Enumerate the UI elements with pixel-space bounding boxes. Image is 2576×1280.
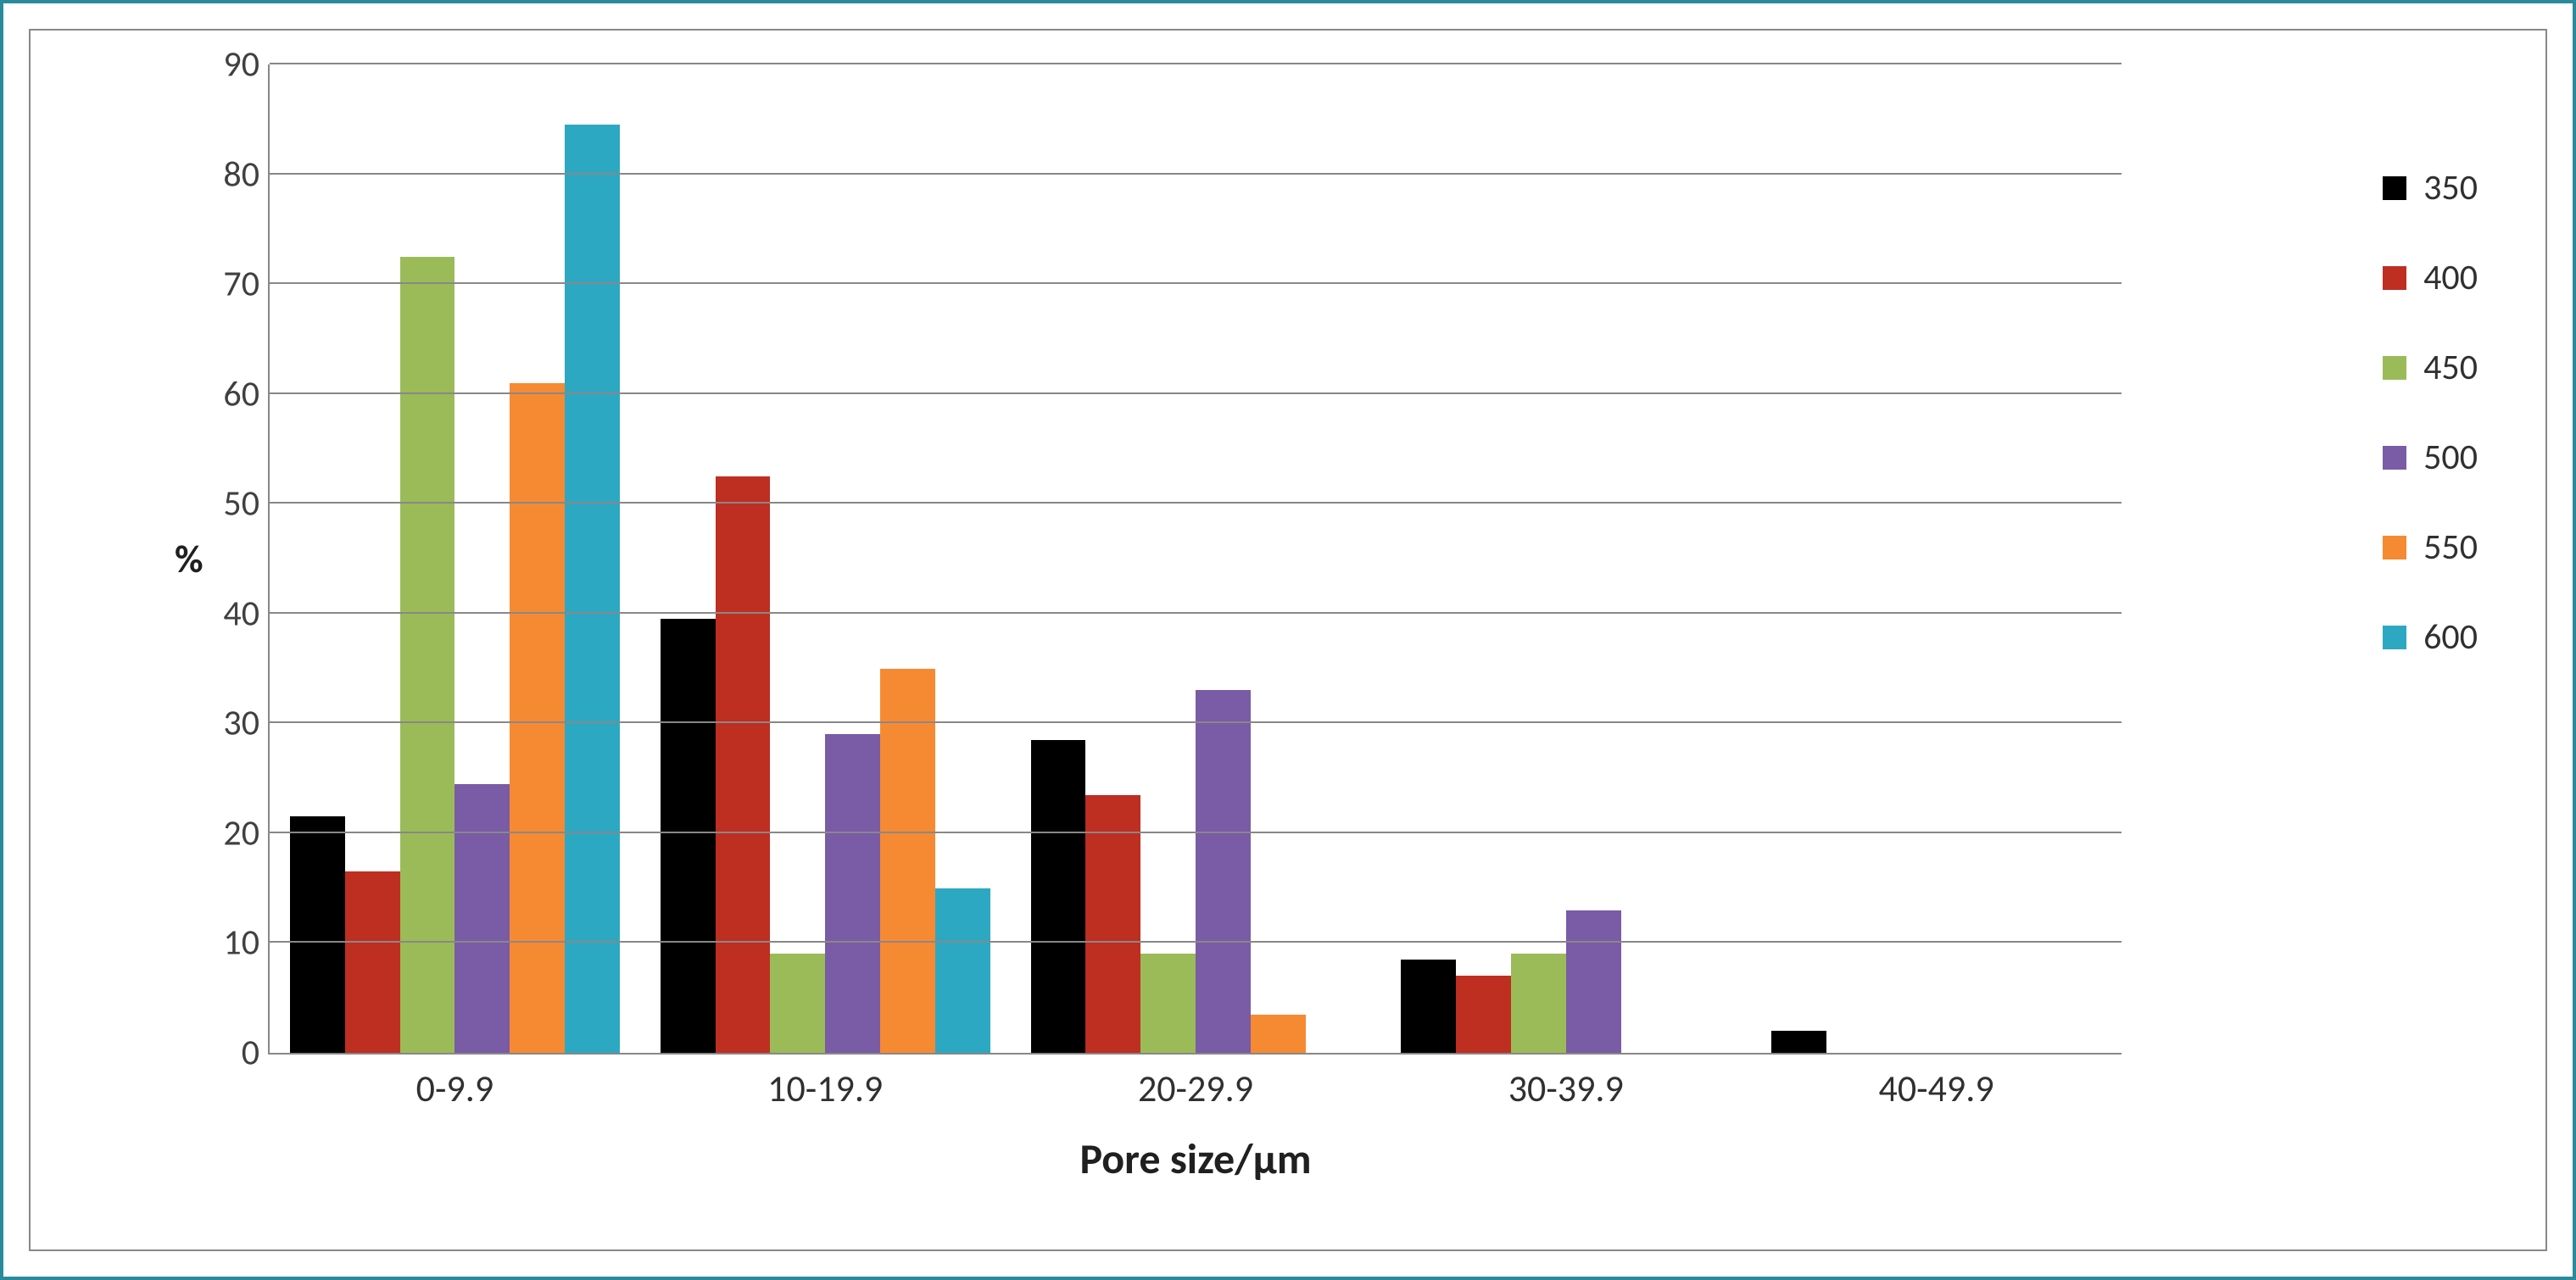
bar: [1566, 910, 1621, 1053]
y-tick-label: 60: [223, 372, 259, 415]
bar: [454, 784, 510, 1053]
legend-swatch: [2383, 356, 2406, 380]
legend-swatch: [2383, 266, 2406, 290]
legend: 350 400 450 500 550 600: [2383, 166, 2478, 659]
bar: [1085, 795, 1140, 1053]
y-tick-label: 70: [223, 263, 259, 306]
x-category-label: 10-19.9: [640, 1066, 1011, 1111]
bars-layer: [270, 64, 2122, 1053]
legend-item: 550: [2383, 526, 2478, 569]
legend-label: 350: [2423, 166, 2478, 209]
y-tick-label: 0: [242, 1032, 259, 1075]
bar: [880, 669, 935, 1053]
legend-item: 600: [2383, 615, 2478, 659]
chart-inner-border: % 0-9.910-19.920-29.930-39.940-49.9 Pore…: [29, 29, 2547, 1251]
bar: [565, 125, 620, 1053]
x-category-label: 30-39.9: [1380, 1066, 1751, 1111]
y-tick-label: 20: [223, 811, 259, 854]
bar: [1456, 976, 1511, 1053]
bar: [1140, 954, 1196, 1053]
legend-label: 600: [2423, 615, 2478, 659]
x-category-label: 20-29.9: [1011, 1066, 1381, 1111]
y-tick-label: 80: [223, 153, 259, 196]
x-category-label: 0-9.9: [270, 1066, 640, 1111]
legend-item: 400: [2383, 256, 2478, 299]
bar: [1196, 690, 1251, 1053]
bar: [716, 476, 771, 1053]
bar: [825, 734, 880, 1053]
legend-label: 550: [2423, 526, 2478, 569]
y-tick-label: 30: [223, 702, 259, 745]
gridline: [270, 941, 2122, 943]
x-category-label: 40-49.9: [1751, 1066, 2122, 1111]
bar: [1251, 1015, 1306, 1053]
bar-group: [1011, 64, 1381, 1053]
bar: [1031, 740, 1086, 1053]
legend-swatch: [2383, 446, 2406, 470]
bar-group: [1751, 64, 2122, 1053]
legend-item: 350: [2383, 166, 2478, 209]
gridline: [270, 63, 2122, 64]
gridline: [270, 282, 2122, 284]
legend-swatch: [2383, 536, 2406, 559]
legend-swatch: [2383, 626, 2406, 649]
legend-label: 500: [2423, 436, 2478, 479]
gridline: [270, 721, 2122, 723]
bar: [1511, 954, 1566, 1053]
y-axis-label: %: [175, 536, 204, 583]
bar-group: [1380, 64, 1751, 1053]
bar-group: [640, 64, 1011, 1053]
legend-label: 400: [2423, 256, 2478, 299]
y-tick-label: 50: [223, 482, 259, 526]
bar: [345, 871, 400, 1053]
y-tick-label: 10: [223, 921, 259, 965]
bar: [935, 888, 990, 1053]
bar: [290, 816, 345, 1053]
bar: [1401, 960, 1456, 1053]
bar-group: [270, 64, 640, 1053]
bar: [1771, 1031, 1826, 1053]
plot-wrap: % 0-9.910-19.920-29.930-39.940-49.9 Pore…: [158, 64, 2122, 1055]
gridline: [270, 173, 2122, 175]
gridline: [270, 832, 2122, 833]
chart-frame: % 0-9.910-19.920-29.930-39.940-49.9 Pore…: [0, 0, 2576, 1280]
y-tick-label: 40: [223, 592, 259, 635]
bar: [400, 257, 455, 1053]
gridline: [270, 612, 2122, 614]
x-axis-label: Pore size/μm: [270, 1133, 2122, 1185]
x-axis-categories: 0-9.910-19.920-29.930-39.940-49.9: [270, 1066, 2122, 1111]
gridline: [270, 502, 2122, 504]
legend-item: 500: [2383, 436, 2478, 479]
legend-swatch: [2383, 176, 2406, 200]
bar: [661, 619, 716, 1053]
y-tick-label: 90: [223, 43, 259, 86]
bar: [510, 383, 565, 1053]
legend-label: 450: [2423, 346, 2478, 389]
legend-item: 450: [2383, 346, 2478, 389]
gridline: [270, 392, 2122, 394]
plot-area: 0-9.910-19.920-29.930-39.940-49.9 Pore s…: [268, 64, 2122, 1055]
bar: [770, 954, 825, 1053]
